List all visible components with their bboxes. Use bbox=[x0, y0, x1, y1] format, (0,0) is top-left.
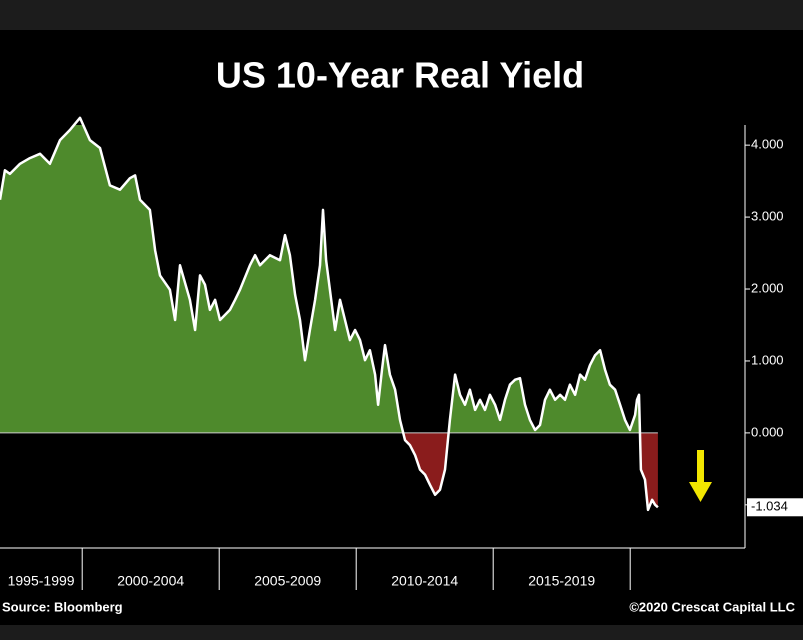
source: Source: Bloomberg bbox=[2, 599, 123, 614]
x-band-label: 2010-2014 bbox=[391, 573, 458, 589]
chart-title: US 10-Year Real Yield bbox=[216, 55, 584, 96]
y-tick-label: 4.000 bbox=[751, 137, 784, 152]
y-tick-label: 1.000 bbox=[751, 352, 784, 367]
last-label: -1.034 bbox=[751, 499, 788, 514]
y-tick-label: 0.000 bbox=[751, 424, 784, 439]
line bbox=[0, 116, 659, 512]
x-band-label: 2000-2004 bbox=[117, 573, 184, 589]
y-tick-label: 2.000 bbox=[751, 280, 784, 295]
x-band-label: 1995-1999 bbox=[8, 573, 75, 589]
x-band-label: 2015-2019 bbox=[528, 573, 595, 589]
last-label-box bbox=[747, 498, 803, 517]
y-tick-label: 3.000 bbox=[751, 209, 784, 224]
down-arrow bbox=[689, 450, 712, 502]
credit: ©2020 Crescat Capital LLC bbox=[629, 599, 795, 614]
x-band-label: 2005-2009 bbox=[254, 573, 321, 589]
positive-area bbox=[0, 125, 640, 433]
